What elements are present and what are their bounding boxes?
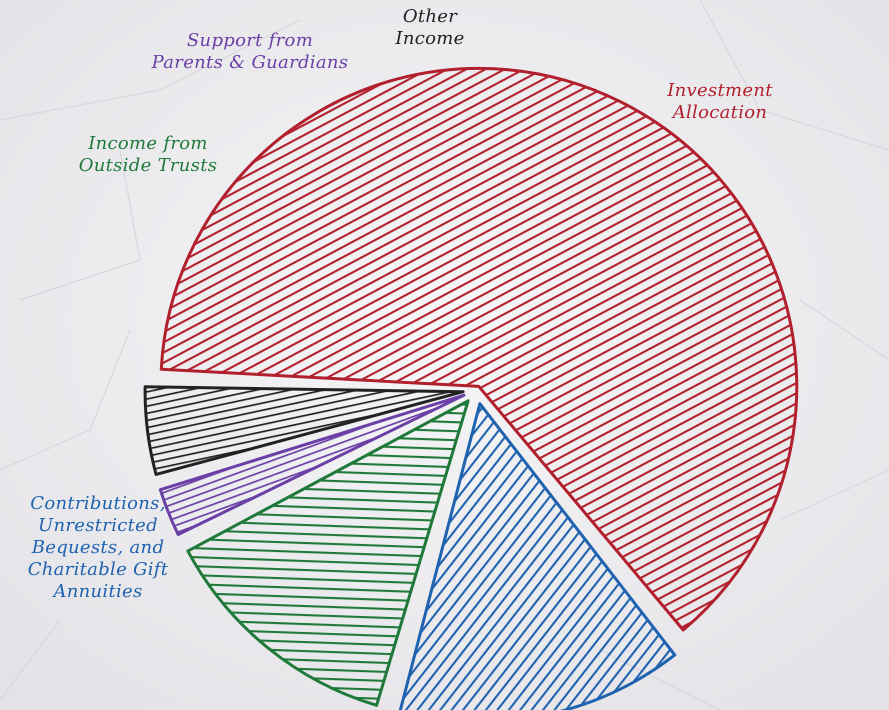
slice-label-investment-allocation: Investment Allocation	[667, 80, 773, 123]
slice-label-support-parents: Support from Parents & Guardians	[151, 30, 349, 73]
slice-label-other-income: Other Income	[395, 6, 465, 49]
slice-label-outside-trusts: Income from Outside Trusts	[78, 133, 218, 176]
slice-label-contributions: Contributions, Unrestricted Bequests, an…	[27, 493, 169, 602]
slice-support-parents	[158, 393, 466, 537]
slice-other-income	[143, 385, 465, 476]
slice-investment-allocation	[159, 66, 799, 632]
slice-outside-trusts	[186, 399, 470, 707]
slice-contributions	[398, 402, 677, 710]
